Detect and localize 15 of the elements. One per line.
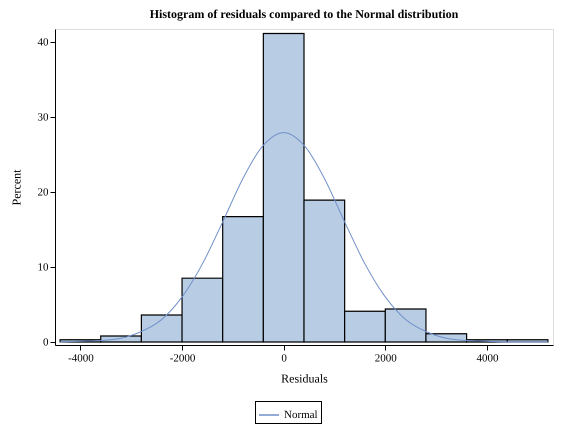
chart-title: Histogram of residuals compared to the Normal distribution [150,7,459,21]
legend-label: Normal [284,409,318,421]
x-axis-title: Residuals [281,372,328,386]
y-tick-label: 10 [38,261,49,274]
y-axis-title: Percent [10,168,24,206]
line-series [60,132,548,342]
y-tick-label: 30 [38,111,49,124]
y-tick-label: 40 [38,36,49,48]
y-tick-label: 0 [43,336,49,348]
x-tick-label: -4000 [68,352,94,364]
x-tick-label: -2000 [170,352,196,364]
x-tick-label: 4000 [476,352,499,364]
y-tick-label: 20 [38,186,49,198]
x-tick-label: 0 [281,352,288,364]
x-tick-label: 2000 [374,352,398,364]
